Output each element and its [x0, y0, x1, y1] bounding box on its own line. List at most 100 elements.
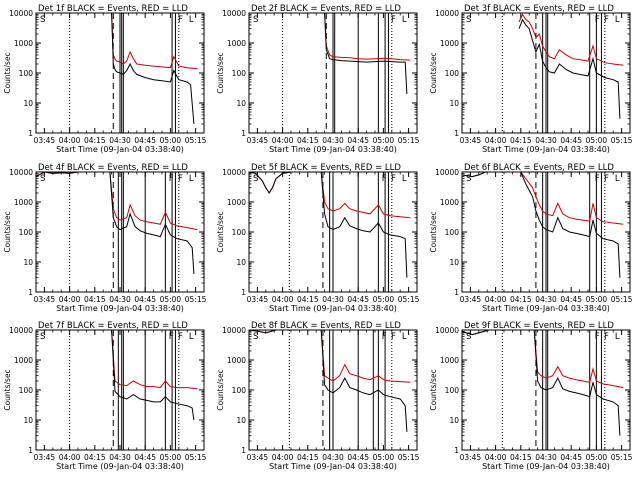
event-rate-line [106, 330, 195, 421]
x-axis-label: Start Time (09-Jan-04 03:38:40) [269, 462, 397, 471]
y-tick-label: 100 [445, 69, 460, 78]
x-tick-label: 05:15 [185, 295, 207, 304]
segment-flag-label: F [595, 332, 600, 342]
x-tick-label: 04:15 [297, 295, 319, 304]
segment-flag-label: F [604, 332, 609, 342]
x-tick-label: 04:45 [560, 295, 582, 304]
segment-flag-label: F [169, 174, 174, 184]
x-tick-label: 04:30 [322, 295, 344, 304]
y-tick-label: 10 [449, 99, 459, 108]
panel-title: Det 5f BLACK = Events, RED = LLD [251, 163, 401, 173]
lld-rate-line [462, 330, 624, 389]
y-tick-label: 1 [241, 446, 246, 455]
x-tick-label: 04:15 [84, 295, 106, 304]
x-tick-label: 03:45 [34, 295, 56, 304]
x-tick-label: 03:45 [247, 136, 269, 145]
segment-flag-label: L [615, 174, 620, 184]
x-tick-label: 04:45 [134, 295, 156, 304]
x-tick-label: 04:15 [84, 453, 106, 462]
y-tick-label: 1 [28, 288, 33, 297]
segment-flag-label: F [391, 15, 396, 25]
y-tick-label: 1000 [14, 356, 33, 365]
segment-flag-label: F [595, 174, 600, 184]
x-axis-label: Start Time (09-Jan-04 03:38:40) [56, 145, 184, 154]
x-tick-label: 05:15 [398, 136, 420, 145]
y-tick-label: 1 [454, 129, 459, 138]
event-rate-line [518, 18, 621, 119]
x-tick-label: 03:45 [460, 453, 482, 462]
y-tick-label: 10000 [435, 326, 459, 335]
segment-flag-label: S [466, 15, 471, 25]
x-tick-label: 04:30 [109, 136, 131, 145]
x-tick-label: 05:15 [611, 295, 633, 304]
y-tick-label: 10000 [435, 168, 459, 177]
segment-flag-label: F [595, 15, 600, 25]
panel-title: Det 1f BLACK = Events, RED = LLD [38, 4, 188, 14]
x-tick-label: 05:15 [611, 453, 633, 462]
y-tick-label: 1000 [440, 39, 459, 48]
x-tick-label: 04:00 [485, 295, 507, 304]
x-axis-label: Start Time (09-Jan-04 03:38:40) [56, 304, 184, 313]
x-tick-label: 05:15 [185, 453, 207, 462]
segment-flag-label: L [615, 15, 620, 25]
y-tick-label: 10 [449, 416, 459, 425]
y-tick-label: 1 [28, 129, 33, 138]
y-tick-label: 1 [241, 288, 246, 297]
x-tick-label: 04:45 [134, 453, 156, 462]
segment-flag-label: F [169, 332, 174, 342]
segment-flag-label: L [402, 332, 407, 342]
segment-flag-label: F [178, 15, 183, 25]
x-tick-label: 05:00 [160, 295, 182, 304]
y-tick-label: 1000 [440, 198, 459, 207]
y-tick-label: 10 [23, 258, 33, 267]
y-tick-label: 1000 [14, 198, 33, 207]
y-tick-label: 1000 [227, 198, 246, 207]
x-tick-label: 04:30 [109, 295, 131, 304]
x-tick-label: 04:00 [272, 136, 294, 145]
x-tick-label: 04:30 [322, 453, 344, 462]
x-axis-label: Start Time (09-Jan-04 03:38:40) [269, 304, 397, 313]
x-tick-label: 04:00 [59, 295, 81, 304]
segment-flag-label: S [40, 332, 45, 342]
event-rate-line [462, 172, 621, 278]
segment-flag-label: L [615, 332, 620, 342]
y-tick-label: 10000 [222, 168, 246, 177]
segment-flag-label: L [189, 15, 194, 25]
x-tick-label: 05:15 [398, 295, 420, 304]
y-tick-label: 100 [445, 386, 460, 395]
event-rate-line [319, 13, 408, 95]
x-tick-label: 04:45 [560, 136, 582, 145]
x-tick-label: 04:00 [272, 453, 294, 462]
x-tick-label: 04:00 [485, 453, 507, 462]
y-tick-label: 1000 [14, 39, 33, 48]
y-tick-label: 10 [236, 99, 246, 108]
panel-title: Det 4f BLACK = Events, RED = LLD [38, 163, 188, 173]
x-axis-label: Start Time (09-Jan-04 03:38:40) [482, 304, 610, 313]
segment-flag-label: S [253, 332, 258, 342]
x-tick-label: 05:00 [373, 295, 395, 304]
x-tick-label: 04:30 [322, 136, 344, 145]
y-tick-label: 1 [241, 129, 246, 138]
segment-flag-label: S [40, 174, 45, 184]
segment-flag-label: L [402, 15, 407, 25]
panel-title: Det 7f BLACK = Events, RED = LLD [38, 321, 188, 331]
segment-flag-label: S [466, 174, 471, 184]
x-tick-label: 04:15 [510, 295, 532, 304]
x-tick-label: 03:45 [247, 295, 269, 304]
x-tick-label: 04:30 [535, 136, 557, 145]
y-tick-label: 10000 [9, 168, 33, 177]
lld-rate-line [518, 13, 624, 66]
x-tick-label: 04:30 [109, 453, 131, 462]
x-tick-label: 04:15 [297, 453, 319, 462]
event-rate-line [36, 172, 195, 274]
x-tick-label: 04:45 [347, 136, 369, 145]
segment-flag-label: S [253, 15, 258, 25]
segment-flag-label: L [189, 174, 194, 184]
segment-flag-label: L [402, 174, 407, 184]
segment-flag-label: F [604, 15, 609, 25]
x-tick-label: 03:45 [460, 136, 482, 145]
lld-rate-line [462, 172, 624, 225]
